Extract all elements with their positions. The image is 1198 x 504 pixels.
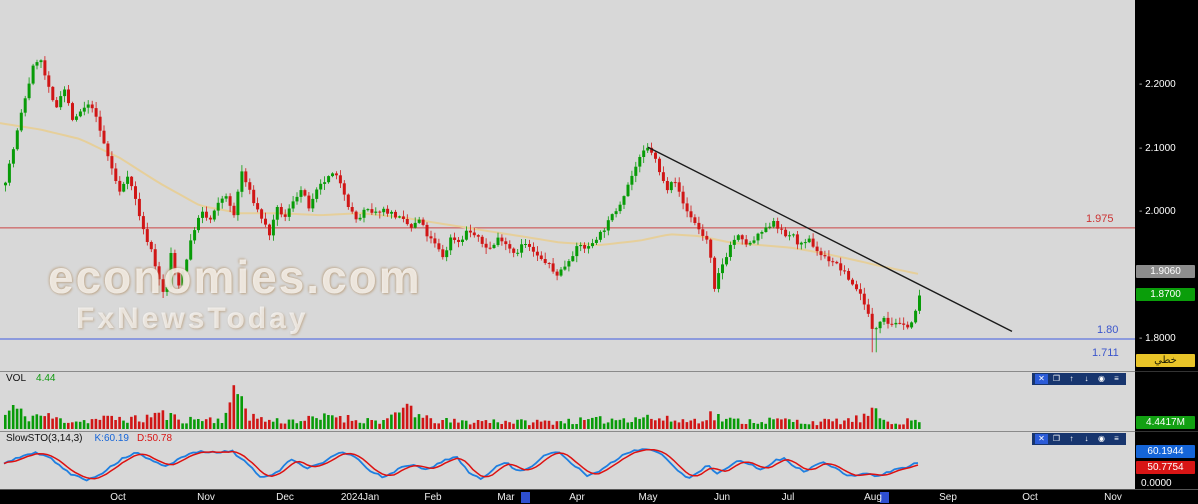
- stochastic-k-value: K:60.19: [94, 433, 129, 444]
- volume-panel[interactable]: VOL 4.44 ✕ ❐ ↑ ↓ ◉ ≡: [0, 371, 1135, 431]
- month-label: Apr: [569, 492, 585, 503]
- price-badge: 1.9060: [1136, 264, 1195, 278]
- price-tick-label: 2.0000: [1139, 206, 1176, 217]
- month-label: Jul: [781, 492, 795, 503]
- arrow-down-icon[interactable]: ↓: [1084, 434, 1089, 443]
- level-label: 1.711: [1092, 347, 1119, 359]
- month-label: Dec: [276, 492, 294, 503]
- month-label: Mar: [497, 492, 515, 503]
- volume-header: VOL 4.44: [6, 373, 55, 384]
- price-tick-label: 2.1000: [1139, 143, 1176, 154]
- stochastic-d-value: D:50.78: [137, 433, 173, 444]
- main-chart-panel[interactable]: economies.com FxNewsToday 1.975 1.80 1.711: [0, 0, 1135, 371]
- price-tick-label: 1.8000: [1139, 333, 1176, 344]
- volume-value: 4.44: [36, 373, 56, 384]
- volume-axis[interactable]: 4.4417M: [1135, 371, 1198, 431]
- arrow-up-icon[interactable]: ↑: [1069, 374, 1074, 383]
- window-icon[interactable]: ❐: [1052, 374, 1061, 383]
- close-icon[interactable]: ✕: [1035, 434, 1048, 444]
- arrow-up-icon[interactable]: ↑: [1069, 434, 1074, 443]
- price-axis[interactable]: 2.2000 2.1000 2.0000 1.8000 1.9060 1.8700 خطي: [1135, 0, 1198, 371]
- target-icon[interactable]: ◉: [1098, 434, 1105, 443]
- month-label: Oct: [1022, 492, 1038, 503]
- menu-icon[interactable]: ≡: [1114, 374, 1119, 383]
- volume-label: VOL: [6, 373, 27, 384]
- close-icon[interactable]: ✕: [1035, 374, 1048, 384]
- watermark-economies: economies.com: [48, 251, 422, 303]
- stochastic-label: SlowSTO(3,14,3): [6, 433, 83, 444]
- stochastic-header: SlowSTO(3,14,3) K:60.19 D:50.78: [6, 433, 172, 444]
- stochastic-k-badge: 60.1944: [1136, 445, 1195, 458]
- target-icon[interactable]: ◉: [1098, 374, 1105, 383]
- stochastic-panel-toolbar: ✕ ❐ ↑ ↓ ◉ ≡: [1032, 433, 1126, 445]
- arrow-down-icon[interactable]: ↓: [1084, 374, 1089, 383]
- stochastic-panel[interactable]: SlowSTO(3,14,3) K:60.19 D:50.78 ✕ ❐ ↑ ↓ ◉ ≡: [0, 431, 1135, 489]
- month-label: Feb: [424, 492, 442, 503]
- month-label: 2024Jan: [340, 492, 380, 503]
- level-label: 1.975: [1086, 213, 1114, 225]
- window-icon[interactable]: ❐: [1052, 434, 1061, 443]
- time-axis-marker: [880, 492, 889, 503]
- time-axis[interactable]: Oct Nov Dec 2024Jan Feb Mar Apr May Jun Jul Aug Sep…: [0, 489, 1198, 504]
- price-tick-label: 2.2000: [1139, 79, 1176, 90]
- level-label: 1.80: [1097, 324, 1119, 336]
- price-badge: 1.8700: [1136, 287, 1195, 301]
- month-label: Aug: [864, 492, 882, 503]
- volume-value-badge: 4.4417M: [1136, 416, 1195, 429]
- time-axis-marker: [521, 492, 530, 503]
- menu-icon[interactable]: ≡: [1114, 434, 1119, 443]
- month-label: Sep: [939, 492, 957, 503]
- stochastic-zero-label: 0.0000: [1141, 478, 1172, 489]
- stochastic-d-badge: 50.7754: [1136, 461, 1195, 474]
- month-label: Nov: [1104, 492, 1122, 503]
- month-label: Oct: [110, 492, 126, 503]
- month-label: Nov: [197, 492, 215, 503]
- stochastic-axis[interactable]: 0.0000 60.1944 50.7754: [1135, 431, 1198, 489]
- month-label: May: [638, 492, 658, 503]
- price-badge: خطي: [1136, 354, 1195, 367]
- watermark-fxnewstoday: FxNewsToday: [76, 302, 309, 335]
- month-label: Jun: [713, 492, 731, 503]
- volume-panel-toolbar: ✕ ❐ ↑ ↓ ◉ ≡: [1032, 373, 1126, 385]
